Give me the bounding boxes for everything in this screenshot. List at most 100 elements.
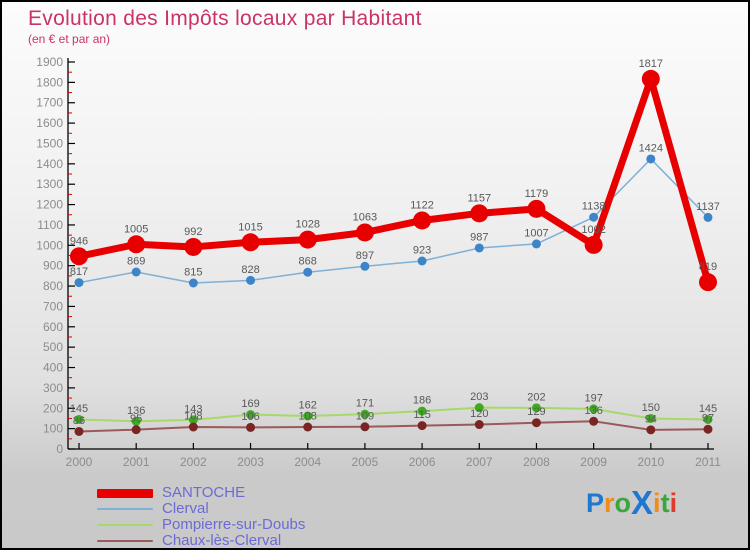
value-label: 108 (184, 411, 202, 423)
value-label: 108 (299, 411, 317, 423)
data-point (355, 223, 374, 242)
value-label: 1007 (524, 227, 548, 239)
x-tick-label: 2003 (237, 455, 264, 469)
y-tick-label: 1700 (36, 96, 63, 110)
value-label: 1157 (467, 192, 491, 204)
data-point (131, 267, 141, 277)
y-tick-label: 1600 (36, 116, 63, 130)
value-label: 1063 (353, 211, 377, 223)
value-label: 1424 (639, 142, 663, 154)
data-point (246, 422, 256, 432)
value-label: 1817 (639, 58, 663, 70)
data-point (188, 415, 198, 425)
value-label: 109 (356, 410, 374, 422)
data-point (646, 154, 656, 164)
data-point (703, 414, 713, 424)
value-label: 203 (470, 391, 488, 403)
data-point (360, 422, 370, 432)
y-tick-label: 1800 (36, 75, 63, 89)
x-tick-label: 2001 (123, 455, 150, 469)
data-point (413, 211, 432, 230)
data-point (646, 425, 656, 435)
y-tick-label: 800 (43, 279, 63, 293)
data-point (74, 426, 84, 436)
data-point (127, 235, 146, 254)
data-point (417, 256, 427, 266)
data-point (470, 204, 489, 223)
value-label: 923 (413, 244, 431, 256)
data-point (531, 403, 541, 413)
y-tick-label: 1200 (36, 198, 63, 212)
data-point (188, 422, 198, 432)
y-tick-label: 500 (43, 340, 63, 354)
value-label: 143 (184, 403, 202, 415)
data-point (184, 237, 203, 256)
data-point (584, 235, 603, 254)
value-label: 819 (699, 261, 717, 273)
data-point (298, 230, 317, 249)
y-tick-label: 1000 (36, 238, 63, 252)
value-label: 95 (130, 413, 142, 425)
proxiti-logo: ProXiti (586, 486, 677, 519)
value-label: 97 (702, 413, 714, 425)
data-point (246, 275, 256, 285)
y-tick-label: 0 (56, 442, 63, 456)
chart-svg: 0 100 200 300 400 500 600 700 800 900 1000 1100 1200… (36, 55, 721, 469)
logo-letter: i (653, 488, 661, 518)
data-point (131, 425, 141, 435)
data-point (703, 424, 713, 434)
value-label: 869 (127, 255, 145, 267)
value-label: 1002 (581, 224, 605, 236)
value-label: 1015 (238, 221, 262, 233)
data-point (246, 410, 256, 420)
data-point (360, 261, 370, 271)
value-label: 202 (527, 391, 545, 403)
data-point (589, 212, 599, 222)
y-tick-label: 100 (43, 422, 63, 436)
legend-item: Pompierre-sur-Doubs (97, 517, 305, 533)
legend-swatch (97, 539, 153, 543)
y-tick-label: 400 (43, 361, 63, 375)
legend-label: SANTOCHE (162, 484, 246, 501)
logo-letter: P (586, 488, 605, 518)
x-tick-label: 2002 (180, 455, 207, 469)
data-point (303, 422, 313, 432)
series-line (78, 406, 709, 423)
value-label: 136 (127, 405, 145, 417)
data-point (474, 420, 484, 430)
legend-swatch (97, 488, 153, 498)
value-label: 992 (184, 226, 202, 238)
y-tick-label: 600 (43, 320, 63, 334)
data-point (417, 406, 427, 416)
data-point (241, 233, 260, 252)
data-point (74, 414, 84, 424)
value-label: 1122 (410, 199, 434, 211)
page-title: Evolution des Impôts locaux par Habitant (28, 7, 422, 30)
y-tick-label: 700 (43, 299, 63, 313)
value-label: 197 (584, 392, 602, 404)
x-tick-label: 2010 (637, 455, 664, 469)
value-label: 987 (470, 231, 488, 243)
value-label: 94 (645, 413, 657, 425)
x-tick-label: 2008 (523, 455, 550, 469)
data-point (703, 212, 713, 222)
value-label: 1137 (696, 201, 720, 213)
y-tick-label: 1900 (36, 55, 63, 69)
value-label: 86 (73, 415, 85, 427)
logo-letter: o (614, 488, 632, 518)
value-label: 106 (241, 411, 259, 423)
data-point (303, 267, 313, 277)
y-tick-label: 300 (43, 381, 63, 395)
value-label: 145 (70, 403, 88, 415)
chart-header: Evolution des Impôts locaux par Habitant… (28, 7, 422, 46)
value-label: 150 (642, 402, 660, 414)
logo-letter: r (604, 488, 615, 518)
value-label: 1005 (124, 223, 148, 235)
data-point (474, 243, 484, 253)
value-label: 817 (70, 266, 88, 278)
data-point (641, 69, 660, 88)
data-point (531, 418, 541, 428)
x-tick-label: 2009 (580, 455, 607, 469)
legend-swatch (97, 507, 153, 511)
